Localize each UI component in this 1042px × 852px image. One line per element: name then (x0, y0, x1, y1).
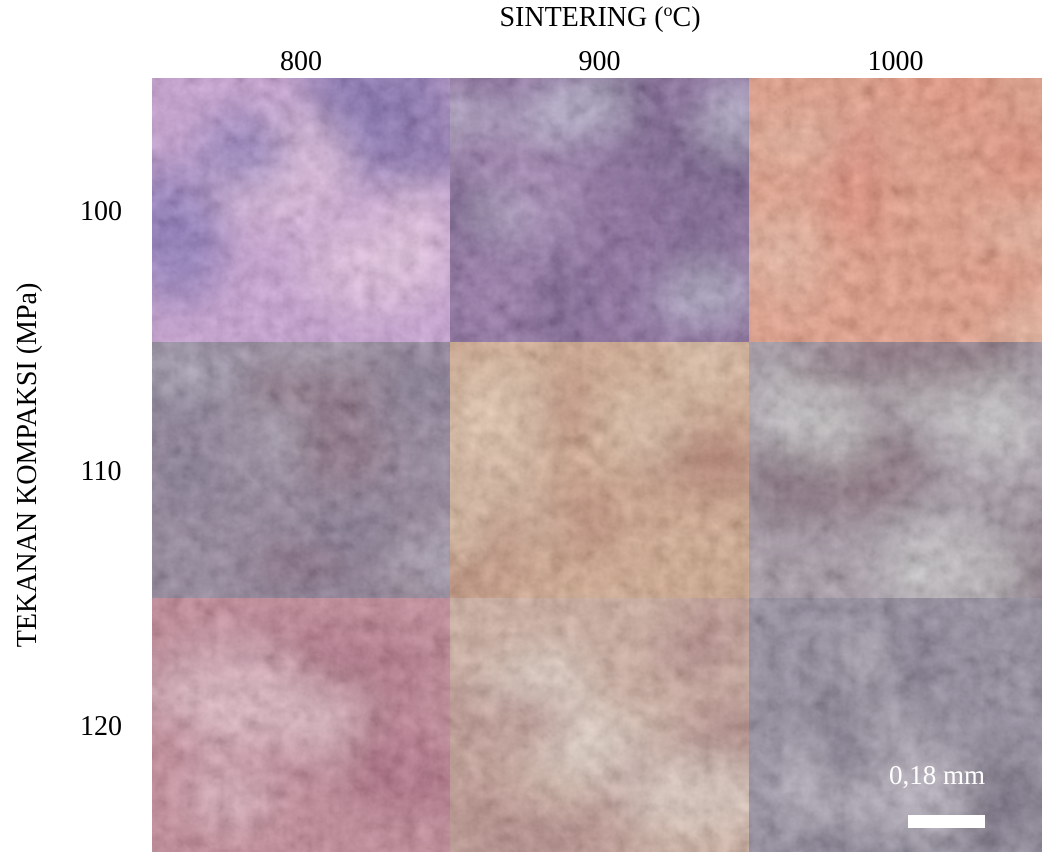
micrograph-content (749, 598, 1042, 852)
grain (152, 342, 450, 598)
micrograph-content (749, 342, 1042, 598)
scale-label: 0,18 mm (889, 760, 985, 790)
grain (450, 598, 749, 852)
micrograph-content (152, 342, 450, 598)
scale-bar (908, 815, 985, 828)
micrograph (749, 78, 1042, 342)
micrograph (450, 598, 749, 852)
micrograph (152, 78, 450, 342)
micrograph-content (450, 598, 749, 852)
grain (749, 342, 1042, 598)
grain (749, 598, 1042, 852)
micrograph-content (450, 342, 749, 598)
micrograph (749, 342, 1042, 598)
grain (450, 78, 749, 342)
row-label: 120 (80, 711, 122, 742)
micrograph-content (450, 78, 749, 342)
micrograph (450, 342, 749, 598)
grain (450, 342, 749, 598)
image-grid (152, 78, 1042, 852)
grain (749, 78, 1042, 342)
y-label: TEKANAN KOMPAKSI (MPa) (12, 283, 43, 648)
micrograph-content (152, 78, 450, 342)
row-label: 100 (80, 196, 122, 227)
column-label: 1000 (868, 46, 924, 77)
grain (152, 598, 450, 852)
micrograph-content (152, 598, 450, 852)
micrograph (450, 78, 749, 342)
figure-title: SINTERING (oC) (499, 0, 700, 33)
column-label: 800 (280, 46, 322, 77)
micrograph (152, 342, 450, 598)
micrograph-content (749, 78, 1042, 342)
micrograph (749, 598, 1042, 852)
row-label: 110 (81, 456, 122, 487)
grain (152, 78, 450, 342)
column-label: 900 (579, 46, 621, 77)
micrograph (152, 598, 450, 852)
